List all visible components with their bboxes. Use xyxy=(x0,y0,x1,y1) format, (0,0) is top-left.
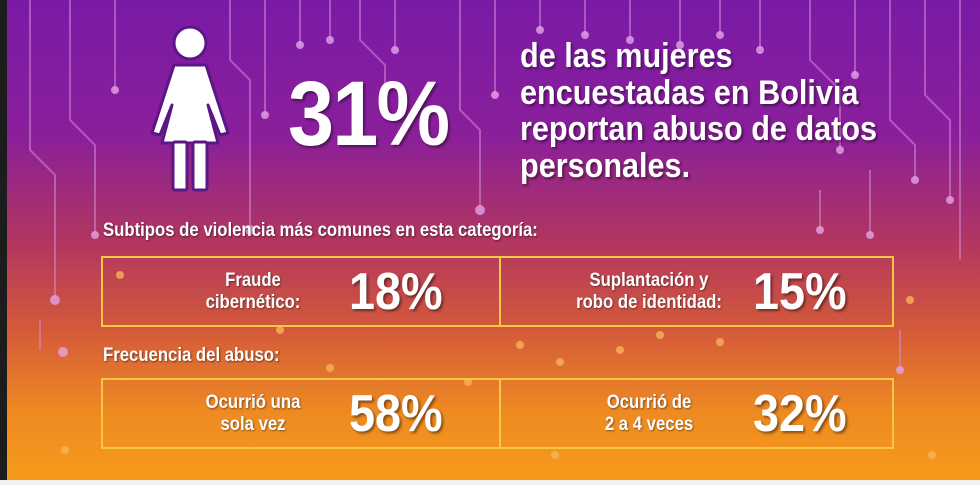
stat-value-suplantacion: 15% xyxy=(753,263,847,321)
stat-label-line: cibernético: xyxy=(205,291,301,313)
bottom-edge-bar xyxy=(0,480,980,485)
stat-label-2-a-4: Ocurrió de 2 a 4 veces xyxy=(543,392,754,436)
stat-value-fraude: 18% xyxy=(349,263,443,321)
stat-value-una-vez: 58% xyxy=(349,385,443,443)
stat-label-line: Suplantación y xyxy=(589,270,709,291)
frequency-title: Frecuencia del abuso: xyxy=(103,345,280,366)
hero-headline: de las mujeres encuestadas en Bolivia re… xyxy=(520,37,878,186)
subtypes-title: Subtipos de violencia más comunes en est… xyxy=(103,220,538,241)
stat-label-line: Ocurrió una xyxy=(205,392,301,413)
box-divider xyxy=(499,258,501,325)
box-divider xyxy=(499,380,501,447)
stat-label-line: 2 a 4 veces xyxy=(604,413,694,435)
hero-percent: 31% xyxy=(288,63,450,165)
left-edge-bar xyxy=(0,0,7,485)
stat-label-line: robo de identidad: xyxy=(576,291,722,313)
stat-label-una-vez: Ocurrió una sola vez xyxy=(147,392,358,436)
stat-label-line: Ocurrió de xyxy=(606,392,692,413)
frequency-box: Ocurrió una sola vez 58% Ocurrió de 2 a … xyxy=(101,378,894,449)
subtypes-box: Fraude cibernético: 18% Suplantación y r… xyxy=(101,256,894,327)
stat-value-2-a-4: 32% xyxy=(753,385,847,443)
stat-label-suplantacion: Suplantación y robo de identidad: xyxy=(543,270,754,314)
woman-icon xyxy=(150,25,230,192)
stat-label-line: Fraude xyxy=(225,270,281,291)
stat-label-fraude: Fraude cibernético: xyxy=(147,270,358,314)
stat-label-line: sola vez xyxy=(220,413,286,435)
